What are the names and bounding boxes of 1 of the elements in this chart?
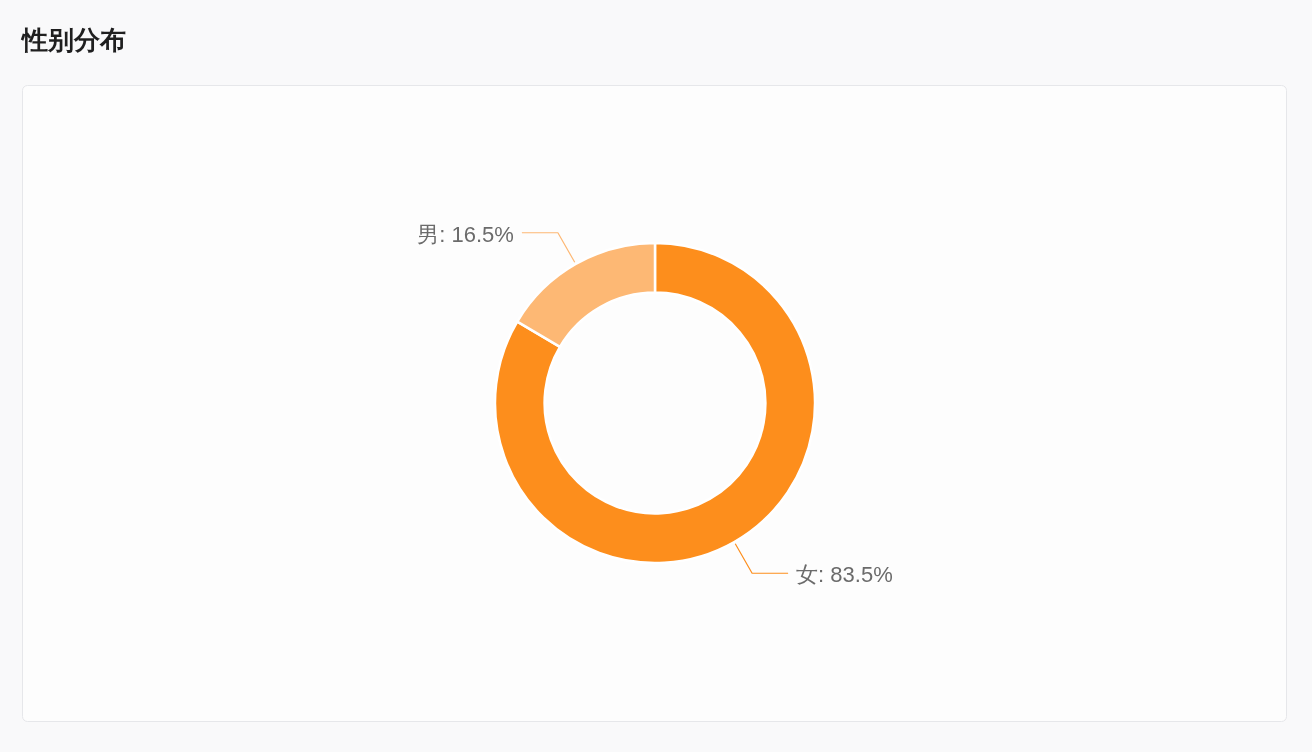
title: 性别分布 (22, 25, 126, 55)
